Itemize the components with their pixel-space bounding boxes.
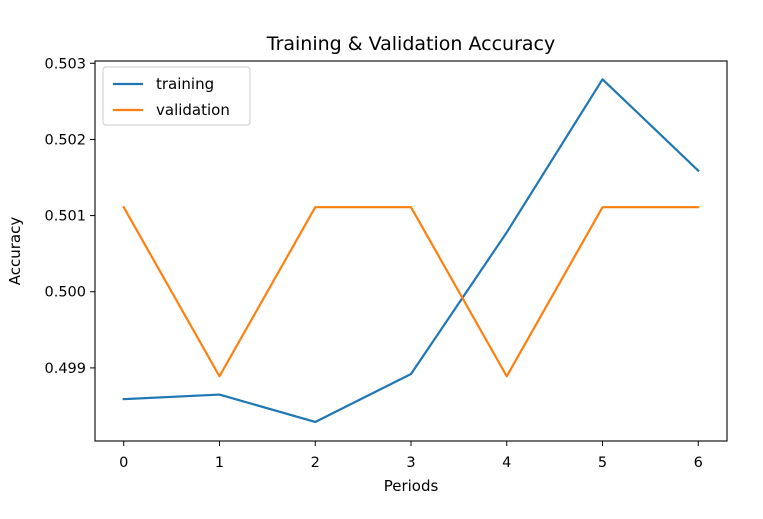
y-tick-label: 0.499 (44, 361, 86, 377)
x-tick-label: 2 (311, 455, 320, 471)
y-axis-ticks: 0.499 0.500 0.501 0.502 0.503 (44, 56, 95, 377)
x-axis-ticks: 0 1 2 3 4 5 6 (119, 441, 703, 471)
x-tick-label: 0 (119, 455, 128, 471)
y-tick-label: 0.501 (44, 209, 86, 225)
series-line-training (122, 78, 700, 424)
legend: training validation (102, 66, 251, 126)
y-axis-label: Accuracy (6, 217, 24, 286)
series-lines (122, 78, 700, 424)
legend-label-validation: validation (156, 101, 230, 119)
chart-title: Training & Validation Accuracy (266, 33, 555, 55)
x-axis-label: Periods (384, 477, 439, 495)
x-tick-label: 4 (502, 455, 511, 471)
x-tick-label: 6 (694, 455, 703, 471)
series-line-validation (122, 205, 700, 378)
x-tick-label: 1 (215, 455, 224, 471)
x-tick-label: 3 (406, 455, 415, 471)
y-tick-label: 0.500 (44, 285, 86, 301)
x-tick-label: 5 (598, 455, 607, 471)
y-tick-label: 0.503 (44, 56, 86, 72)
y-tick-label: 0.502 (44, 132, 86, 148)
legend-label-training: training (156, 75, 214, 93)
